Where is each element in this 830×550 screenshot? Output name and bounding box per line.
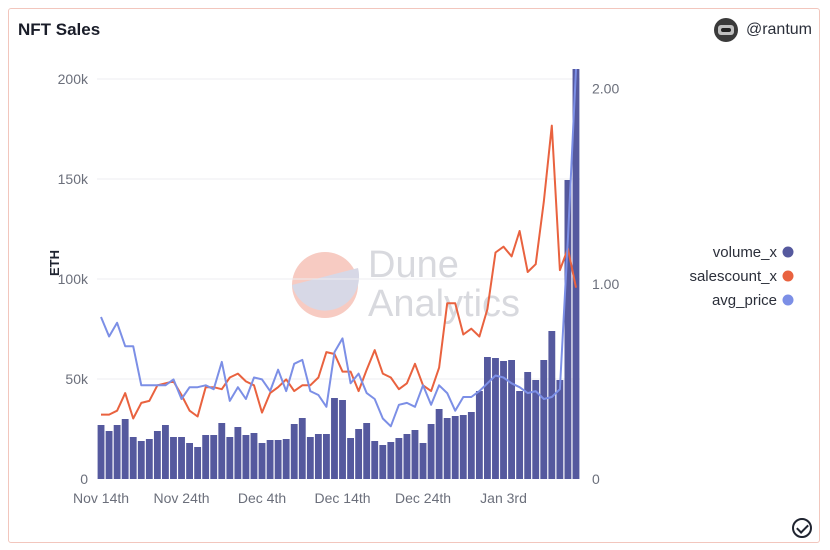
author-badge[interactable]: @rantum <box>713 18 812 42</box>
volume-bar <box>314 434 322 479</box>
y2-tick-label: 0 <box>592 471 600 487</box>
volume-bar <box>403 434 411 479</box>
volume-bar <box>427 424 435 479</box>
chart-title: NFT Sales <box>18 20 101 39</box>
x-tick-label: Jan 3rd <box>480 490 527 506</box>
y-tick-label: 200k <box>58 71 89 87</box>
volume-bar <box>121 419 129 479</box>
x-tick-label: Nov 24th <box>154 490 210 506</box>
y-axis-left: 0 50k 100k 150k 200k <box>58 71 89 487</box>
volume-bar <box>298 418 306 479</box>
volume-bar <box>387 442 395 479</box>
legend: volume_x salescount_x avg_price <box>689 244 794 309</box>
line-series <box>100 68 577 428</box>
volume-bar <box>540 360 548 479</box>
volume-bar <box>234 427 242 479</box>
volume-bar <box>129 437 137 479</box>
volume-bar <box>210 435 218 479</box>
x-tick-label: Dec 24th <box>395 490 451 506</box>
volume-bar <box>379 445 387 479</box>
avg_price-line <box>100 68 577 428</box>
volume-bar <box>347 438 354 479</box>
legend-label[interactable]: avg_price <box>712 292 777 309</box>
legend-dot-icon[interactable] <box>782 294 794 306</box>
volume-bar <box>290 424 298 479</box>
volume-bar <box>564 180 572 479</box>
volume-bar <box>218 423 226 479</box>
volume-bar <box>226 437 234 479</box>
volume-bar <box>202 435 210 479</box>
volume-bar <box>170 437 177 479</box>
checkmark-icon[interactable] <box>792 518 812 538</box>
volume-bar <box>451 416 459 479</box>
volume-bar <box>475 391 483 479</box>
volume-bar <box>572 69 580 479</box>
volume-bar <box>532 380 540 479</box>
volume-bar <box>516 391 524 479</box>
volume-bar <box>500 361 507 479</box>
y2-tick-label: 2.00 <box>592 81 619 97</box>
volume-bar <box>492 358 499 479</box>
volume-bar <box>508 360 515 479</box>
volume-bar <box>178 437 185 479</box>
volume-bar <box>250 433 258 479</box>
volume-bar <box>137 441 145 479</box>
volume-bar <box>274 440 282 479</box>
volume-bar <box>145 439 153 479</box>
watermark-line1: Dune <box>368 244 459 286</box>
gridlines <box>97 78 580 380</box>
volume-bar <box>419 443 427 479</box>
volume-bar <box>355 429 363 479</box>
x-axis: Nov 14th Nov 24th Dec 4th Dec 14th Dec 24th J… <box>73 490 527 506</box>
x-tick-label: Nov 14th <box>73 490 129 506</box>
watermark-line2: Analytics <box>368 283 520 325</box>
volume-bar <box>524 372 532 479</box>
y-axis-title: ETH <box>47 250 62 276</box>
volume-bar <box>371 441 379 479</box>
y-axis-right: 0 1.00 2.00 <box>592 81 619 487</box>
volume-bar <box>282 439 290 479</box>
volume-bar <box>331 398 338 479</box>
y-tick-label: 100k <box>58 271 89 287</box>
volume-bar <box>194 447 202 479</box>
volume-bar <box>306 437 314 479</box>
avatar[interactable] <box>713 18 738 42</box>
volume-bar <box>242 435 250 479</box>
legend-label[interactable]: salescount_x <box>689 268 777 285</box>
volume-bar <box>266 440 274 479</box>
volume-bar <box>467 412 475 479</box>
volume-bar <box>548 331 556 479</box>
volume-bar <box>105 431 113 479</box>
y-tick-label: 150k <box>58 171 89 187</box>
volume-bar <box>556 380 564 479</box>
legend-dot-icon[interactable] <box>782 246 794 258</box>
legend-label[interactable]: volume_x <box>713 244 778 261</box>
volume-bar <box>443 418 451 479</box>
volume-bar <box>258 443 266 479</box>
volume-bar <box>484 357 491 479</box>
legend-dot-icon[interactable] <box>782 270 794 282</box>
volume-bar <box>97 425 105 479</box>
x-tick-label: Dec 4th <box>238 490 286 506</box>
volume-bar <box>186 443 193 479</box>
x-tick-label: Dec 14th <box>315 490 371 506</box>
volume-bars <box>97 69 580 479</box>
salescount_x-line <box>101 124 577 420</box>
volume-bar <box>339 400 346 479</box>
username[interactable]: @rantum <box>745 21 812 38</box>
volume-bar <box>459 415 467 479</box>
volume-bar <box>363 423 371 479</box>
y-tick-label: 0 <box>80 471 88 487</box>
volume-bar <box>435 409 443 479</box>
volume-bar <box>162 425 169 479</box>
volume-bar <box>395 438 403 479</box>
volume-bar <box>113 425 121 479</box>
y-tick-label: 50k <box>65 371 89 387</box>
y2-tick-label: 1.00 <box>592 276 619 292</box>
volume-bar <box>323 434 330 479</box>
volume-bar <box>411 430 419 479</box>
volume-bar <box>153 431 161 479</box>
